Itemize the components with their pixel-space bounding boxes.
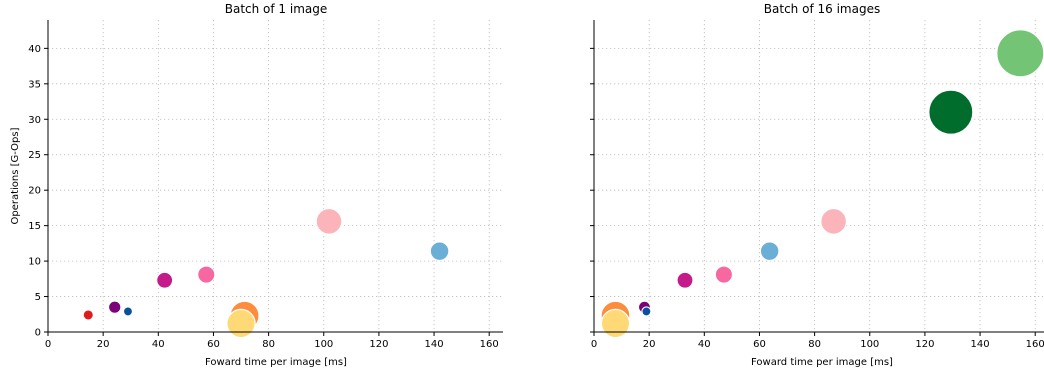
left-x-tick-label: 20	[97, 339, 110, 350]
right-x-tick-label: 0	[591, 339, 597, 350]
left-y-tick-label: 0	[35, 328, 41, 339]
right-scatter-point	[714, 265, 734, 284]
left-scatter-point	[107, 300, 122, 314]
left-y-tick-label: 10	[28, 257, 41, 268]
left-x-tick-label: 0	[45, 339, 51, 350]
left-scatter-point	[226, 308, 256, 339]
left-chart-title: Batch of 1 image	[225, 2, 328, 16]
right-scatter-point	[928, 89, 974, 135]
left-x-tick-label: 140	[425, 339, 444, 350]
right-scatter-point	[641, 306, 652, 317]
right-x-tick-label: 20	[643, 339, 656, 350]
left-y-tick-label: 30	[28, 115, 41, 126]
left-scatter-point	[197, 265, 216, 284]
right-x-tick-label: 40	[698, 339, 711, 350]
right-chart-panel: Batch of 16 images 0 20 40 60 80 100 120 140 160…	[590, 2, 1044, 368]
left-scatter-point	[82, 309, 94, 321]
right-x-tick-label: 160	[1026, 339, 1044, 350]
right-scatter-point	[820, 207, 848, 235]
right-x-tick-label: 80	[808, 339, 821, 350]
left-x-tick-label: 80	[262, 339, 275, 350]
right-scatter-point	[759, 241, 780, 262]
left-y-tick-label: 25	[28, 150, 41, 161]
left-grid	[48, 20, 503, 332]
right-scatter-point	[676, 271, 694, 289]
left-y-tick-label: 5	[35, 292, 41, 303]
left-y-tick-label: 35	[28, 79, 41, 90]
left-x-axis-label: Foward time per image [ms]	[205, 357, 347, 368]
left-y-tick-label: 20	[28, 186, 41, 197]
right-scatter-point	[996, 29, 1044, 78]
right-x-tick-label: 60	[753, 339, 766, 350]
left-y-tick-label: 15	[28, 221, 41, 232]
left-chart-panel: Batch of 1 image 0 20 40 60 80 100 120 140 160 0 5…	[10, 2, 503, 368]
right-axes: 0 20 40 60 80 100 120 140 160	[590, 20, 1044, 350]
left-x-tick-label: 160	[480, 339, 499, 350]
right-scatter-points	[600, 29, 1044, 339]
left-scatter-point	[156, 271, 174, 289]
left-scatter-point	[122, 306, 134, 317]
left-scatter-point	[429, 241, 450, 262]
right-x-tick-label: 120	[915, 339, 934, 350]
left-y-tick-label: 40	[28, 44, 41, 55]
right-x-tick-label: 140	[971, 339, 990, 350]
right-chart-title: Batch of 16 images	[764, 2, 880, 16]
right-x-axis-label: Foward time per image [ms]	[751, 357, 893, 368]
left-x-tick-label: 100	[314, 339, 333, 350]
left-y-axis-label: Operations [G-Ops]	[10, 127, 21, 224]
left-scatter-point	[315, 207, 343, 235]
left-axes: 0 20 40 60 80 100 120 140 160 0 5 10 15 20 25 30 35 40	[28, 20, 503, 350]
right-grid	[594, 20, 1044, 332]
left-x-tick-label: 60	[207, 339, 220, 350]
left-x-tick-label: 120	[369, 339, 388, 350]
left-x-tick-label: 40	[152, 339, 165, 350]
left-scatter-points	[82, 207, 450, 339]
right-scatter-point	[600, 308, 631, 339]
right-x-tick-label: 100	[860, 339, 879, 350]
